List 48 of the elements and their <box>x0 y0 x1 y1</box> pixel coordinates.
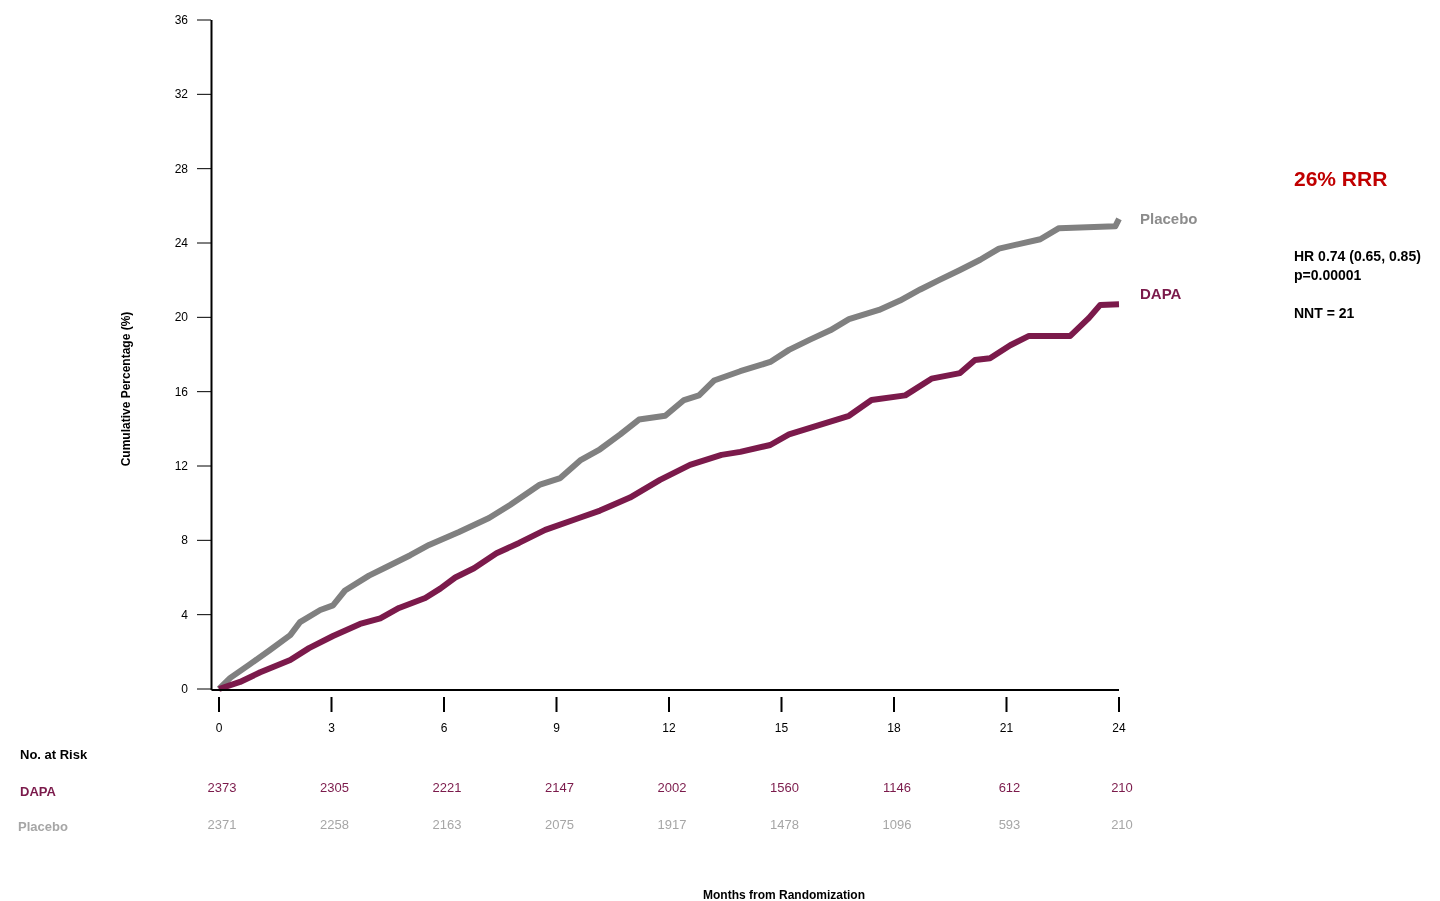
text: 2371 <box>207 817 237 832</box>
x-tick-label: 15 <box>774 721 789 735</box>
y-tick-label: 8 <box>181 533 189 548</box>
y-tick-label: 16 <box>174 384 189 399</box>
x-tick-label: 0 <box>215 721 223 735</box>
text: 1560 <box>770 780 799 795</box>
y-tick-label: 12 <box>174 459 189 473</box>
text: 2075 <box>545 817 574 832</box>
text: 210 <box>1111 780 1133 795</box>
y-tick-label: 24 <box>174 236 189 250</box>
y-tick-label: 28 <box>174 161 189 176</box>
text: 1917 <box>657 817 687 832</box>
x-tick-label: 18 <box>887 721 901 735</box>
text: Months from Randomization <box>703 888 865 901</box>
text: p=0.00001 <box>1294 267 1362 283</box>
x-tick-label: 12 <box>662 721 676 735</box>
y-tick-label: 4 <box>181 607 189 622</box>
series-label: DAPA <box>1140 285 1182 303</box>
text: 593 <box>998 817 1021 832</box>
x-tick-label: 9 <box>553 721 561 735</box>
text: 26% RRR <box>1294 167 1388 190</box>
text: 2163 <box>432 817 462 832</box>
x-tick-label: 21 <box>999 721 1014 735</box>
text: 2147 <box>545 780 574 795</box>
text: 2258 <box>320 817 349 832</box>
text: NNT = 21 <box>1294 305 1355 321</box>
text: 1096 <box>882 817 912 832</box>
y-tick-label: 32 <box>174 87 189 102</box>
text: 1146 <box>883 780 911 795</box>
x-tick-label: 6 <box>440 721 448 735</box>
text: 210 <box>1111 817 1133 832</box>
text: 2373 <box>207 780 237 795</box>
x-tick-label: 24 <box>1112 721 1126 735</box>
text: Placebo <box>18 819 68 834</box>
text: HR 0.74 (0.65, 0.85) <box>1294 248 1421 264</box>
text: 2221 <box>432 780 462 795</box>
y-tick-label: 0 <box>181 682 189 696</box>
text: DAPA <box>20 784 56 799</box>
y-axis-title: Cumulative Percentage (%) <box>119 311 133 467</box>
text: 2305 <box>320 780 349 795</box>
x-tick-label: 3 <box>328 721 336 735</box>
text: 1478 <box>770 817 799 832</box>
text: 612 <box>998 780 1021 795</box>
y-tick-label: 36 <box>174 13 189 27</box>
text: No. at Risk <box>20 747 88 762</box>
text: 2002 <box>657 780 687 795</box>
series-label: Placebo <box>1140 209 1198 227</box>
y-tick-label: 20 <box>174 310 189 325</box>
